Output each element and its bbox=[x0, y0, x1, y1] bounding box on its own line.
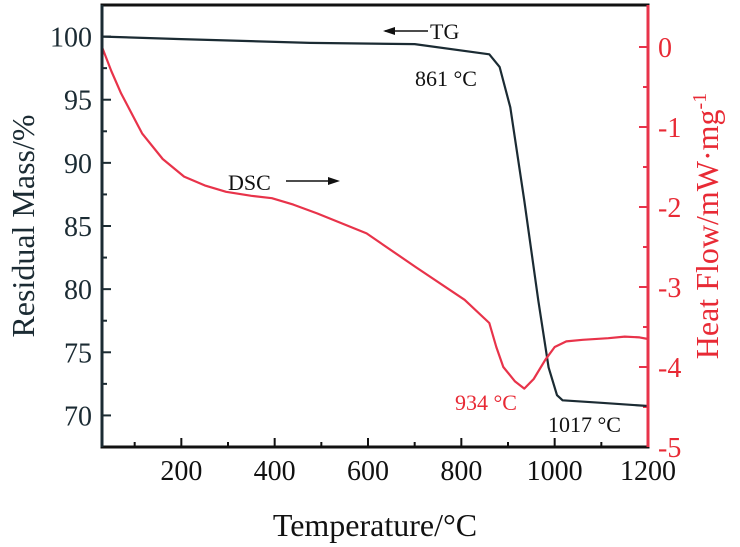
left-y-tick-label: 95 bbox=[64, 86, 92, 117]
x-tick-label: 600 bbox=[347, 456, 389, 487]
plot-frame bbox=[100, 3, 650, 449]
right-y-tick-label: -3 bbox=[658, 273, 681, 304]
x-axis-title: Temperature/°C bbox=[273, 507, 477, 543]
dsc-curve bbox=[100, 46, 649, 390]
tg-curve bbox=[103, 35, 649, 408]
x-tick-label: 800 bbox=[440, 456, 482, 487]
right-y-axis-title-main: Heat Flow/mW·mg bbox=[689, 109, 725, 359]
right-y-tick-label: -5 bbox=[658, 433, 681, 464]
x-tick-label: 1200 bbox=[620, 456, 676, 487]
dsc-label: DSC bbox=[228, 170, 271, 195]
right-y-axis-title: Heat Flow/mW·mg-1 bbox=[689, 93, 725, 359]
left-y-tick-label: 100 bbox=[50, 23, 92, 54]
tg-label: TG bbox=[430, 19, 459, 44]
right-y-tick-label: -4 bbox=[658, 353, 681, 384]
end-temp-label: 1017 °C bbox=[548, 412, 621, 437]
dsc-peak-temp-label: 934 °C bbox=[455, 390, 517, 415]
right-y-axis-title-superscript: -1 bbox=[689, 93, 711, 110]
x-tick-label: 200 bbox=[160, 456, 202, 487]
tg-arrow-head bbox=[383, 27, 395, 35]
left-y-tick-label: 75 bbox=[64, 338, 92, 369]
x-tick-label: 1000 bbox=[527, 456, 583, 487]
right-y-tick-label: 0 bbox=[658, 33, 672, 64]
left-y-tick-label: 90 bbox=[64, 149, 92, 180]
left-y-axis-title: Residual Mass/% bbox=[5, 114, 41, 337]
left-y-tick-label: 85 bbox=[64, 212, 92, 243]
right-y-tick-label: -2 bbox=[658, 193, 681, 224]
onset-temp-label: 861 °C bbox=[415, 66, 477, 91]
left-y-tick-label: 80 bbox=[64, 275, 92, 306]
right-y-tick-label: -1 bbox=[658, 113, 681, 144]
dsc-arrow-head bbox=[328, 177, 340, 185]
x-tick-label: 400 bbox=[254, 456, 296, 487]
left-y-tick-label: 70 bbox=[64, 401, 92, 432]
